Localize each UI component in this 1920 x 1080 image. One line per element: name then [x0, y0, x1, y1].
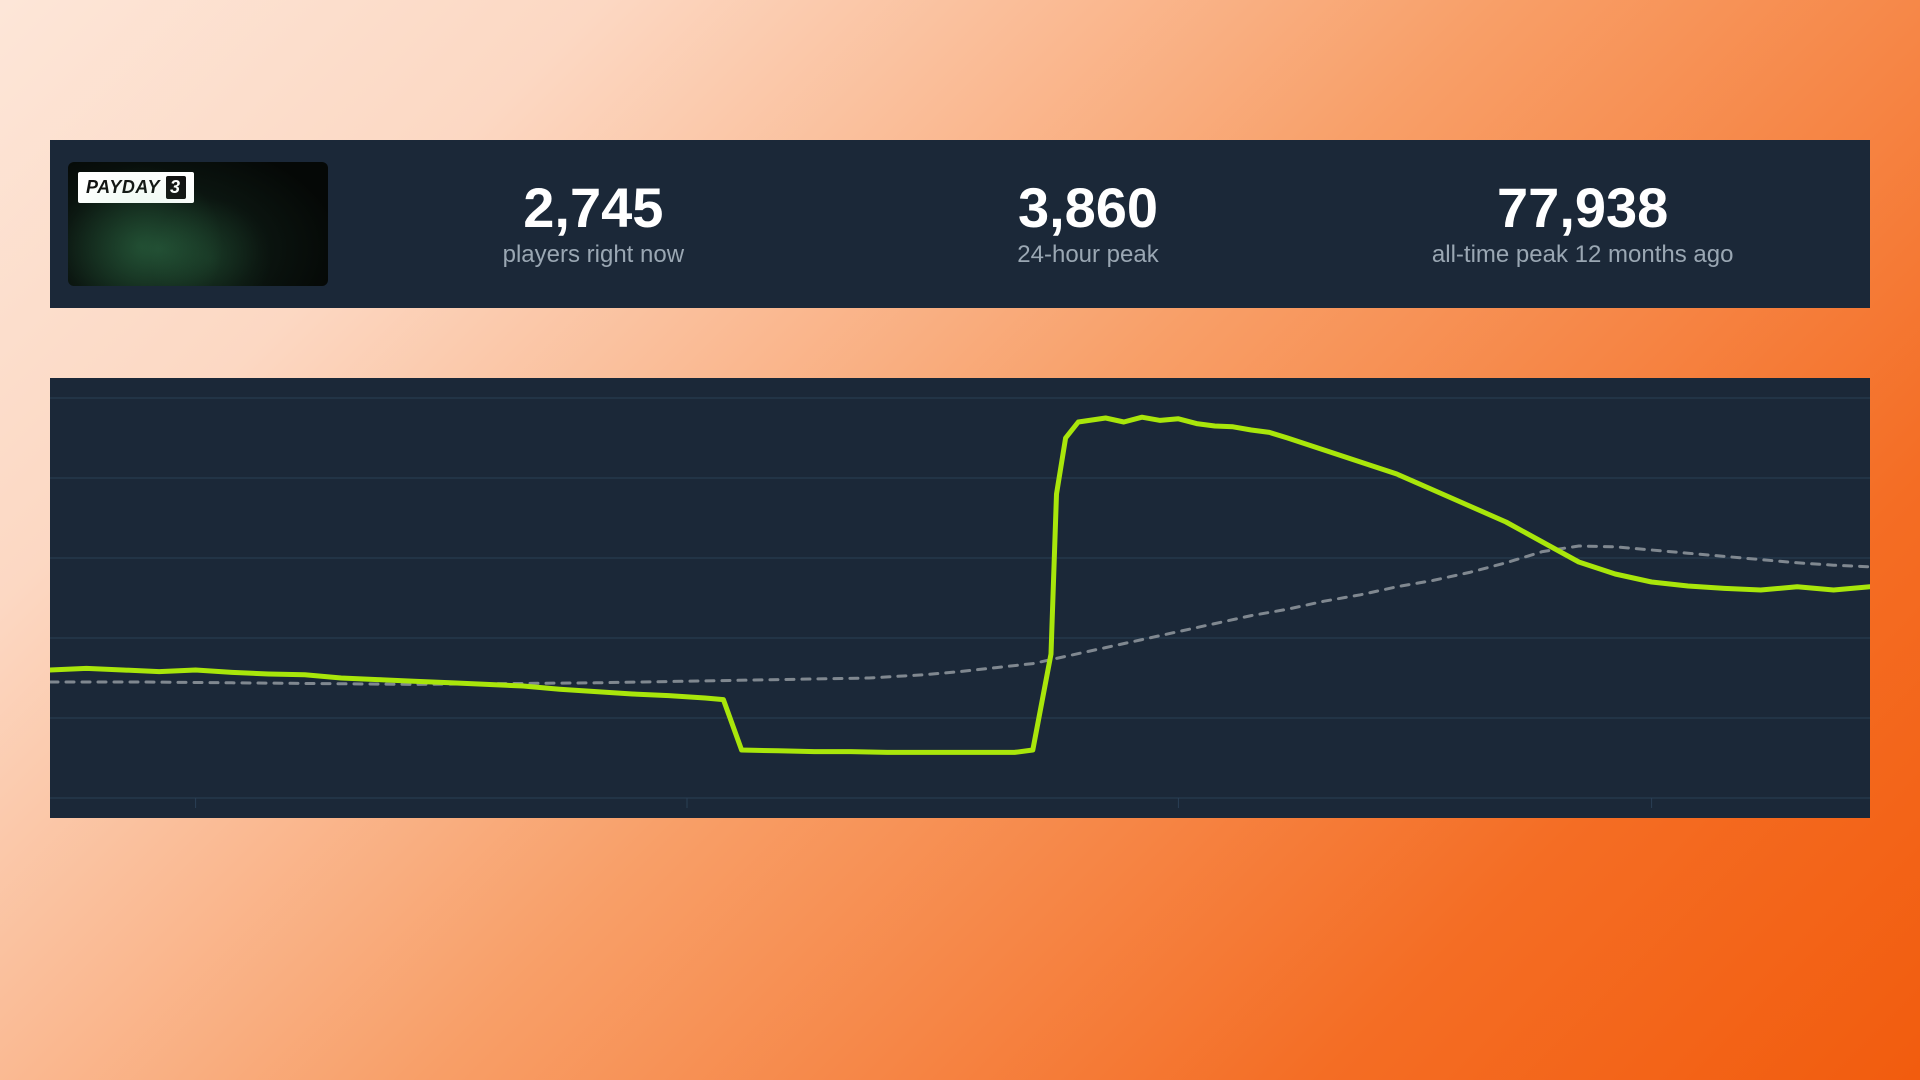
- chart-svg: [50, 378, 1870, 818]
- game-logo: PAYDAY 3: [78, 172, 194, 203]
- stat-label: players right now: [346, 241, 841, 269]
- stat-24h-peak: 3,860 24-hour peak: [841, 179, 1336, 270]
- game-logo-text: PAYDAY: [86, 177, 160, 198]
- stat-label: all-time peak 12 months ago: [1335, 241, 1830, 269]
- game-thumbnail[interactable]: PAYDAY 3: [68, 162, 328, 286]
- player-chart[interactable]: [50, 378, 1870, 818]
- game-logo-number: 3: [166, 176, 186, 199]
- stat-value: 3,860: [841, 179, 1336, 238]
- chart-series-players: [50, 417, 1870, 752]
- stat-value: 77,938: [1335, 179, 1830, 238]
- stats-bar: PAYDAY 3 2,745 players right now 3,860 2…: [50, 140, 1870, 308]
- stat-alltime-peak: 77,938 all-time peak 12 months ago: [1335, 179, 1830, 270]
- stat-value: 2,745: [346, 179, 841, 238]
- stat-current-players: 2,745 players right now: [346, 179, 841, 270]
- stat-label: 24-hour peak: [841, 241, 1336, 269]
